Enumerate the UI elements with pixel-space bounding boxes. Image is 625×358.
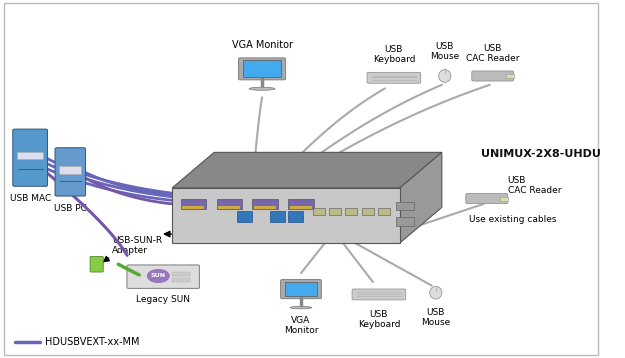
- Text: VGA Monitor: VGA Monitor: [231, 40, 292, 50]
- FancyBboxPatch shape: [329, 208, 341, 216]
- FancyBboxPatch shape: [182, 206, 204, 209]
- FancyBboxPatch shape: [506, 74, 514, 78]
- Text: USB MAC: USB MAC: [9, 194, 51, 203]
- FancyBboxPatch shape: [285, 282, 317, 296]
- Text: Legacy SUN: Legacy SUN: [136, 295, 190, 304]
- Text: USB
Keyboard: USB Keyboard: [357, 310, 400, 329]
- FancyBboxPatch shape: [216, 198, 242, 209]
- FancyBboxPatch shape: [172, 188, 400, 243]
- FancyBboxPatch shape: [500, 197, 508, 200]
- Text: USB PC: USB PC: [54, 204, 87, 213]
- FancyBboxPatch shape: [12, 129, 47, 186]
- FancyBboxPatch shape: [238, 211, 252, 222]
- FancyBboxPatch shape: [172, 272, 190, 276]
- FancyBboxPatch shape: [17, 152, 43, 159]
- Text: Use existing cables: Use existing cables: [469, 216, 556, 224]
- FancyBboxPatch shape: [242, 61, 281, 77]
- Text: USB
Mouse: USB Mouse: [421, 308, 451, 327]
- FancyBboxPatch shape: [466, 193, 508, 204]
- FancyBboxPatch shape: [59, 166, 81, 174]
- FancyBboxPatch shape: [253, 198, 278, 209]
- Text: UNIMUX-2X8-UHDU: UNIMUX-2X8-UHDU: [481, 149, 601, 159]
- Text: VGA
Connection: VGA Connection: [178, 226, 229, 246]
- FancyBboxPatch shape: [352, 289, 406, 300]
- FancyBboxPatch shape: [55, 148, 86, 196]
- FancyBboxPatch shape: [396, 217, 414, 226]
- FancyBboxPatch shape: [396, 202, 414, 210]
- Text: VGA
Monitor: VGA Monitor: [284, 316, 318, 335]
- FancyBboxPatch shape: [472, 71, 514, 81]
- FancyBboxPatch shape: [281, 280, 321, 299]
- Text: USB
CAC Reader: USB CAC Reader: [508, 175, 561, 195]
- Circle shape: [148, 270, 169, 282]
- FancyBboxPatch shape: [290, 206, 312, 209]
- FancyBboxPatch shape: [361, 208, 374, 216]
- Text: HDUSBVEXT-xx-MM: HDUSBVEXT-xx-MM: [44, 337, 139, 347]
- FancyBboxPatch shape: [367, 72, 421, 83]
- Polygon shape: [172, 153, 442, 188]
- Polygon shape: [400, 153, 442, 243]
- Ellipse shape: [430, 286, 442, 299]
- Text: SUN: SUN: [151, 274, 166, 279]
- FancyBboxPatch shape: [313, 208, 325, 216]
- Ellipse shape: [290, 306, 312, 309]
- Ellipse shape: [249, 87, 275, 90]
- FancyBboxPatch shape: [239, 58, 286, 80]
- Text: USB
Keyboard: USB Keyboard: [372, 44, 415, 64]
- FancyBboxPatch shape: [172, 279, 190, 282]
- FancyBboxPatch shape: [181, 198, 206, 209]
- FancyBboxPatch shape: [218, 206, 240, 209]
- FancyBboxPatch shape: [271, 211, 285, 222]
- FancyBboxPatch shape: [288, 198, 314, 209]
- FancyBboxPatch shape: [378, 208, 389, 216]
- Text: USB
Mouse: USB Mouse: [430, 42, 459, 61]
- FancyBboxPatch shape: [90, 256, 103, 272]
- FancyBboxPatch shape: [254, 206, 276, 209]
- FancyBboxPatch shape: [346, 208, 358, 216]
- FancyBboxPatch shape: [288, 211, 302, 222]
- FancyBboxPatch shape: [127, 265, 199, 289]
- Text: USB-SUN-R
Adapter: USB-SUN-R Adapter: [112, 236, 162, 255]
- Text: USB
CAC Reader: USB CAC Reader: [466, 44, 519, 63]
- Ellipse shape: [439, 69, 451, 82]
